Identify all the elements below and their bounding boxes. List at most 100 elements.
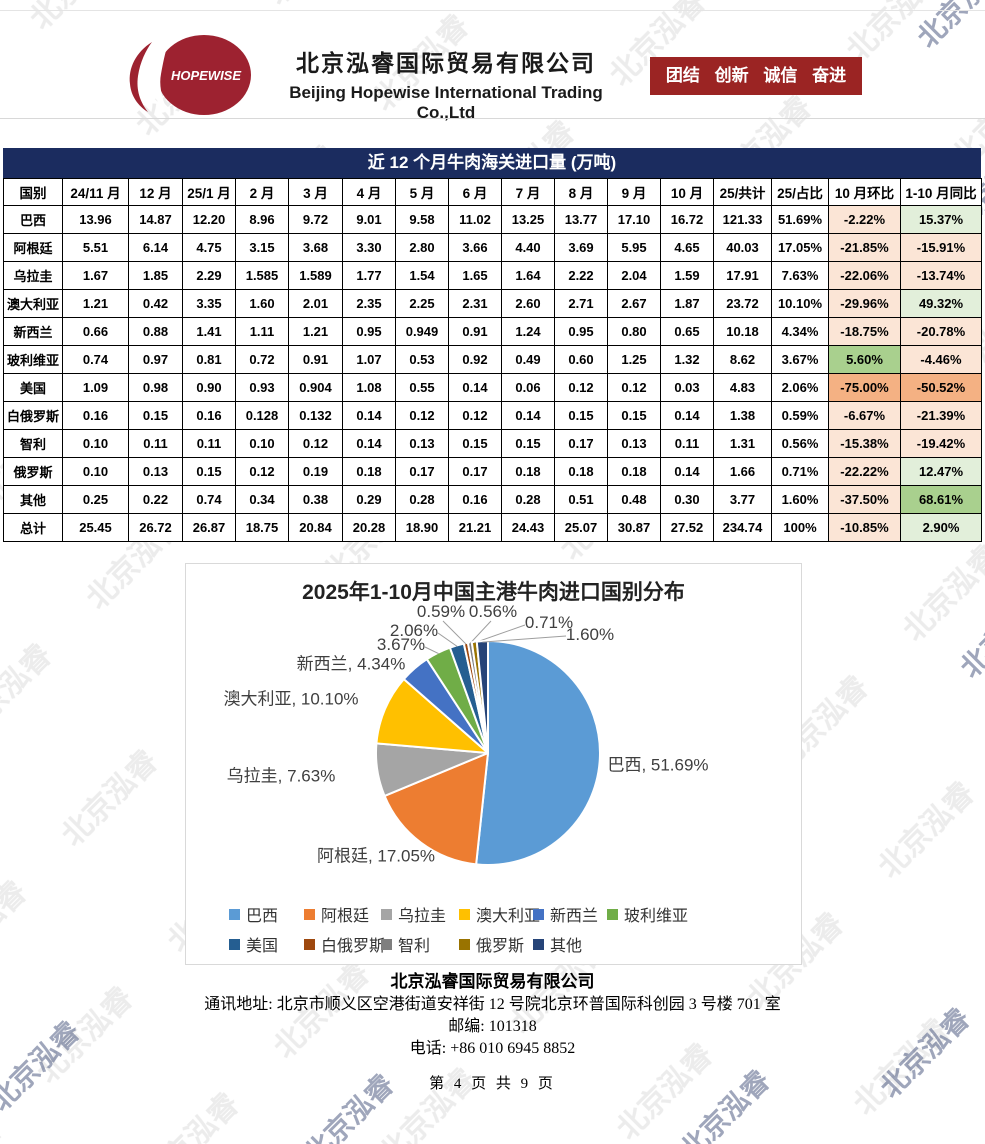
table-cell: 0.98 [128,373,183,402]
table-cell: 16.72 [660,205,714,234]
table-cell: 0.90 [182,373,236,402]
table-cell: 13.96 [62,205,129,234]
table-cell: 0.60 [554,345,608,374]
table-cell: 14.87 [128,205,183,234]
column-header: 10 月 [660,178,714,206]
column-header: 4 月 [342,178,396,206]
legend-label: 巴西 [246,908,279,925]
table-cell: 0.13 [128,457,183,486]
column-header: 9 月 [607,178,661,206]
legend-item: 美国 [229,935,278,955]
column-header: 25/1 月 [182,178,236,206]
header-divider [0,118,985,119]
table-cell: 1.09 [62,373,129,402]
pie-label: 0.71% [524,613,574,632]
table-cell: 5.51 [62,233,129,262]
watermark-fragment: 北京泓睿 [911,0,985,54]
legend-item: 新西兰 [533,905,598,925]
table-cell: 0.81 [182,345,236,374]
table-cell: 0.13 [395,429,449,458]
table-cell: 0.12 [607,373,661,402]
pie-slice-1 [475,640,601,866]
legend-swatch [459,908,470,920]
yoy-cell: -21.39% [900,401,982,430]
table-cell: 4.40 [501,233,555,262]
table-cell: 121.33 [713,205,772,234]
table-cell: 12.20 [182,205,236,234]
table-cell: 0.95 [554,317,608,346]
table-cell: 0.95 [342,317,396,346]
column-header: 2 月 [235,178,289,206]
row-country: 俄罗斯 [3,457,63,486]
logo-wordmark: HOPEWISE [171,68,241,83]
table-cell: 1.589 [288,261,343,290]
table-cell: 0.55 [395,373,449,402]
table-cell: 1.08 [342,373,396,402]
table-cell: 17.10 [607,205,661,234]
table-cell: 10.18 [713,317,772,346]
table-cell: 234.74 [713,513,772,542]
pie-label: 澳大利亚, 10.10% [223,689,359,709]
table-cell: 2.06% [771,373,829,402]
table-cell: 3.15 [235,233,289,262]
table-cell: 2.29 [182,261,236,290]
table-cell: 0.14 [448,373,502,402]
table-cell: 0.65 [660,317,714,346]
table-cell: 2.04 [607,261,661,290]
top-rule [0,10,985,11]
table-cell: 0.29 [342,485,396,514]
table-cell: 18.75 [235,513,289,542]
leader-line [474,624,526,644]
table-cell: 0.93 [235,373,289,402]
pie-label: 乌拉圭, 7.63% [226,766,336,786]
pie-label: 3.67% [376,635,426,654]
table-cell: 0.16 [448,485,502,514]
yoy-cell: -4.46% [900,345,982,374]
footer-company: 北京泓睿国际贸易有限公司 [390,972,595,991]
pie-slice-4 [375,678,489,754]
pie-slice-11 [475,640,489,754]
legend-item: 阿根廷 [304,905,369,925]
table-cell: 1.67 [62,261,129,290]
table-cell: 0.42 [128,289,183,318]
table-cell: 0.18 [501,457,555,486]
table-cell: 4.75 [182,233,236,262]
table-cell: 0.10 [235,429,289,458]
chart-title: 2025年1-10月中国主港牛肉进口国别分布 [302,581,685,604]
column-header: 1-10 月同比 [900,178,982,206]
table-cell: 2.71 [554,289,608,318]
column-header: 8 月 [554,178,608,206]
table-cell: 0.14 [501,401,555,430]
table-cell: 51.69% [771,205,829,234]
table-cell: 11.02 [448,205,502,234]
table-cell: 0.10 [62,429,129,458]
pie-slice-2 [383,752,489,866]
table-row: 总计 25.45 26.72 26.87 18.75 20.84 20.28 18.90 21.… [3,513,982,542]
legend-swatch [607,908,618,920]
yoy-cell: -15.91% [900,233,982,262]
mom-cell: -21.85% [828,233,901,262]
table-cell: 1.54 [395,261,449,290]
table-cell: 0.949 [395,317,449,346]
mom-cell: -6.67% [828,401,901,430]
legend-swatch [304,908,315,920]
column-header: 25/占比 [771,178,829,206]
table-cell: 0.12 [235,457,289,486]
table-cell: 0.18 [342,457,396,486]
legend-item: 乌拉圭 [381,905,446,925]
mom-cell: -22.22% [828,457,901,486]
table-cell: 0.59% [771,401,829,430]
legend-item: 其他 [533,935,582,955]
table-cell: 1.66 [713,457,772,486]
pie-label: 0.56% [468,602,518,621]
footer-postcode: 邮编: 101318 [448,1018,537,1035]
table-cell: 1.32 [660,345,714,374]
yoy-cell: 2.90% [900,513,982,542]
table-title: 近 12 个月牛肉海关进口量 (万吨) [3,148,981,178]
table-cell: 0.80 [607,317,661,346]
legend-swatch [381,908,392,920]
table-cell: 8.62 [713,345,772,374]
table-cell: 3.66 [448,233,502,262]
footer-address: 通讯地址: 北京市顺义区空港街道安祥街 12 号院北京环普国际科创园 3 号楼 … [204,996,781,1013]
table-cell: 0.132 [288,401,343,430]
